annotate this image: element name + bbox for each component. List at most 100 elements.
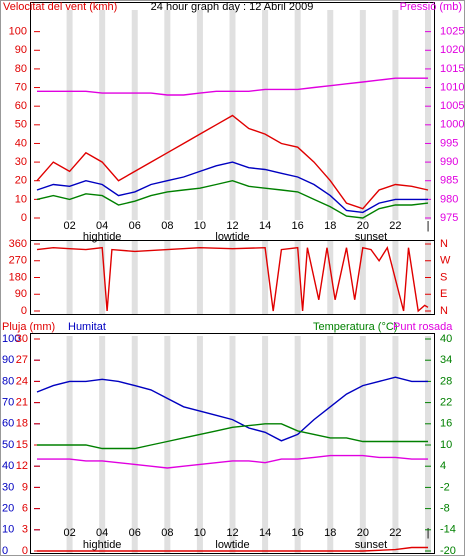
x-tick-label: 12 [226, 527, 238, 539]
y2-tick-label: E [440, 288, 447, 300]
y2-tick-label: 1005 [440, 100, 464, 112]
y3-tick-label: 9 [22, 481, 28, 493]
y2-tick-label: -20 [440, 545, 456, 556]
y2-tick-label: 985 [440, 175, 458, 187]
y-tick-label: 60 [15, 100, 27, 112]
y2-tick-label: 990 [440, 156, 458, 168]
annotation: sunset [355, 231, 387, 243]
y3-tick-label: 12 [16, 460, 28, 472]
y-tick-label: 270 [9, 255, 27, 267]
x-tick-label: | [427, 527, 430, 539]
y2-tick-label: 40 [440, 333, 452, 345]
y2-tick-label: 1000 [440, 119, 464, 131]
annotation: sunset [355, 539, 387, 551]
x-tick-label: 22 [389, 527, 401, 539]
series-line [36, 376, 428, 442]
y2-tick-label: -8 [440, 503, 450, 515]
panel-frame [30, 333, 435, 554]
x-tick-label: 10 [194, 220, 206, 232]
y-tick-label: 90 [2, 354, 14, 366]
y2-tick-label: 1025 [440, 26, 464, 38]
y2-tick-label: 34 [440, 354, 452, 366]
x-tick-label: 02 [63, 220, 75, 232]
y3-tick-label: 27 [16, 354, 28, 366]
y-tick-label: 40 [15, 137, 27, 149]
y2-tick-label: N [440, 238, 448, 250]
annotation: hightide [83, 539, 122, 551]
y-tick-label: 0 [21, 212, 27, 224]
annotation: hightide [83, 231, 122, 243]
y2-axis-label: Pressió (mb) [400, 1, 462, 13]
y2-tick-label: 1020 [440, 44, 464, 56]
x-tick-label: 18 [324, 527, 336, 539]
y-tick-label: 100 [2, 333, 20, 345]
x-tick-label: 02 [63, 527, 75, 539]
x-tick-label: 12 [226, 220, 238, 232]
y-tick-label: 10 [15, 193, 27, 205]
y-tick-label: 60 [2, 418, 14, 430]
y2-tick-label: 995 [440, 137, 458, 149]
y-tick-label: 90 [15, 288, 27, 300]
y3-tick-label: 24 [16, 375, 28, 387]
x-tick-label: 06 [129, 527, 141, 539]
series-line [37, 454, 428, 469]
chart-title: 24 hour graph day : 12 Abril 2009 [151, 1, 314, 13]
x-tick-label: 08 [161, 220, 173, 232]
y-tick-label: 70 [2, 397, 14, 409]
y3-tick-label: 6 [22, 503, 28, 515]
series-line [36, 114, 429, 210]
x-tick-label: 10 [194, 527, 206, 539]
x-tick-label: 20 [357, 527, 369, 539]
y-tick-label: 0 [21, 305, 27, 317]
y3-tick-label: 18 [16, 418, 28, 430]
y-tick-label: 100 [9, 26, 27, 38]
y-tick-label: 20 [15, 175, 27, 187]
annotation: lowtide [215, 231, 249, 243]
y2-tick-label: 22 [440, 397, 452, 409]
y3-tick-label: 21 [16, 397, 28, 409]
y2-tick-label: 1015 [440, 63, 464, 75]
panel-frame [30, 240, 435, 315]
series-line [36, 179, 429, 219]
y-tick-label: 0 [2, 545, 8, 556]
y3-tick-label: 3 [22, 524, 28, 536]
y-tick-label: 10 [2, 524, 14, 536]
y2-tick-label: 4 [440, 460, 446, 472]
y2-tick-label: -14 [440, 524, 456, 536]
y2-tick-label: W [440, 255, 451, 267]
x-tick-label: 04 [96, 220, 108, 232]
y2-tick-label: -2 [440, 481, 450, 493]
x-tick-label: 06 [129, 220, 141, 232]
y2-tick-label: 16 [440, 418, 452, 430]
x-tick-label: 20 [357, 220, 369, 232]
y-tick-label: 20 [2, 503, 14, 515]
y-tick-label: 40 [2, 460, 14, 472]
series-line [37, 546, 428, 552]
series-line [36, 161, 428, 214]
y-tick-label: 80 [15, 63, 27, 75]
series-line [37, 423, 428, 450]
legend-label: Temperatura (°C) [313, 321, 397, 333]
y-tick-label: 50 [2, 439, 14, 451]
x-tick-label: 04 [96, 527, 108, 539]
series-line [37, 77, 428, 96]
annotation: lowtide [215, 539, 249, 551]
x-tick-label: 14 [259, 527, 271, 539]
y2-tick-label: 1010 [440, 81, 464, 93]
y-tick-label: 70 [15, 81, 27, 93]
legend-label: Punt rosada [393, 321, 453, 333]
y-tick-label: 80 [2, 375, 14, 387]
legend-label: Pluja (mm) [2, 321, 55, 333]
series-line [36, 245, 429, 313]
y2-tick-label: 28 [440, 375, 452, 387]
x-tick-label: 22 [389, 220, 401, 232]
y-tick-label: 360 [9, 238, 27, 250]
y-tick-label: 30 [2, 481, 14, 493]
y2-tick-label: 975 [440, 212, 458, 224]
y-tick-label: 90 [15, 44, 27, 56]
x-tick-label: 08 [161, 527, 173, 539]
legend-label: Humitat [68, 321, 106, 333]
y3-tick-label: 15 [16, 439, 28, 451]
y-axis-label: Velocitat del vent (kmh) [3, 1, 117, 13]
y-tick-label: 50 [15, 119, 27, 131]
